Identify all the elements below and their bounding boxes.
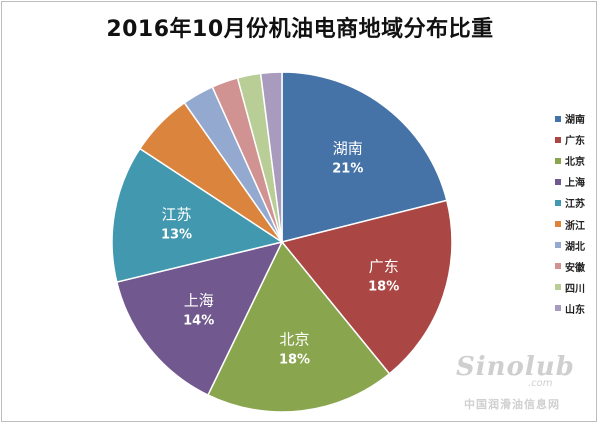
slice-value-label-1: 18% [368,280,399,295]
slice-value-label-4: 13% [161,228,192,243]
watermark-site: 中国润滑油信息网 [464,398,560,411]
pie-slice-4 [111,147,284,283]
legend-swatch-6 [555,242,561,249]
legend-label-7: 安徽 [565,262,585,274]
legend-swatch-3 [555,178,561,185]
pie-slice-1 [280,199,453,375]
legend-label-8: 四川 [565,283,585,295]
pie-slice-0 [281,71,448,243]
slice-value-label-0: 21% [332,162,363,177]
slice-name-label-0: 湖南 [333,140,363,158]
legend-item-1: 广东 [555,129,599,150]
slice-value-label-2: 18% [279,352,310,367]
legend-label-1: 广东 [565,136,585,148]
legend-swatch-0 [555,115,561,122]
slice-name-label-2: 北京 [279,330,309,348]
legend-label-3: 上海 [565,178,585,190]
legend-item-7: 安徽 [555,256,599,277]
legend-item-3: 上海 [555,171,599,192]
legend-swatch-7 [555,263,561,270]
slice-name-label-3: 上海 [184,291,214,309]
legend-label-6: 湖北 [565,241,585,253]
legend-label-5: 浙江 [565,220,585,232]
legend-label-9: 山东 [565,304,585,316]
legend: 湖南广东北京上海江苏浙江湖北安徽四川山东 [555,108,599,319]
chart-title: 2016年10月份机油电商地域分布比重 [106,17,494,42]
slice-value-label-3: 14% [183,313,214,328]
legend-swatch-5 [555,221,561,228]
legend-item-0: 湖南 [555,108,599,129]
slice-name-label-1: 广东 [369,258,399,276]
legend-swatch-4 [555,199,561,206]
slice-labels: 湖南 21% 广东 18% 北京 18% 上海 14% 江苏 13% [161,140,399,368]
legend-label-2: 北京 [565,157,585,169]
slice-name-label-4: 江苏 [161,206,191,224]
watermark-domain: .com [528,378,553,389]
legend-item-4: 江苏 [555,192,599,213]
watermark-logo: Sinolub [456,352,575,382]
legend-swatch-8 [555,284,561,291]
legend-item-2: 北京 [555,150,599,171]
legend-item-6: 湖北 [555,235,599,256]
pie-slice-9 [259,71,283,243]
pie-slice-3 [115,240,284,397]
legend-item-8: 四川 [555,277,599,298]
legend-item-5: 浙江 [555,213,599,234]
legend-label-0: 湖南 [565,115,585,127]
legend-label-4: 江苏 [565,199,585,211]
legend-swatch-1 [555,136,561,143]
pie-slice-2 [206,240,391,413]
legend-item-9: 山东 [555,298,599,319]
legend-swatch-9 [555,305,561,312]
legend-swatch-2 [555,157,561,164]
pie-slices [111,71,453,413]
